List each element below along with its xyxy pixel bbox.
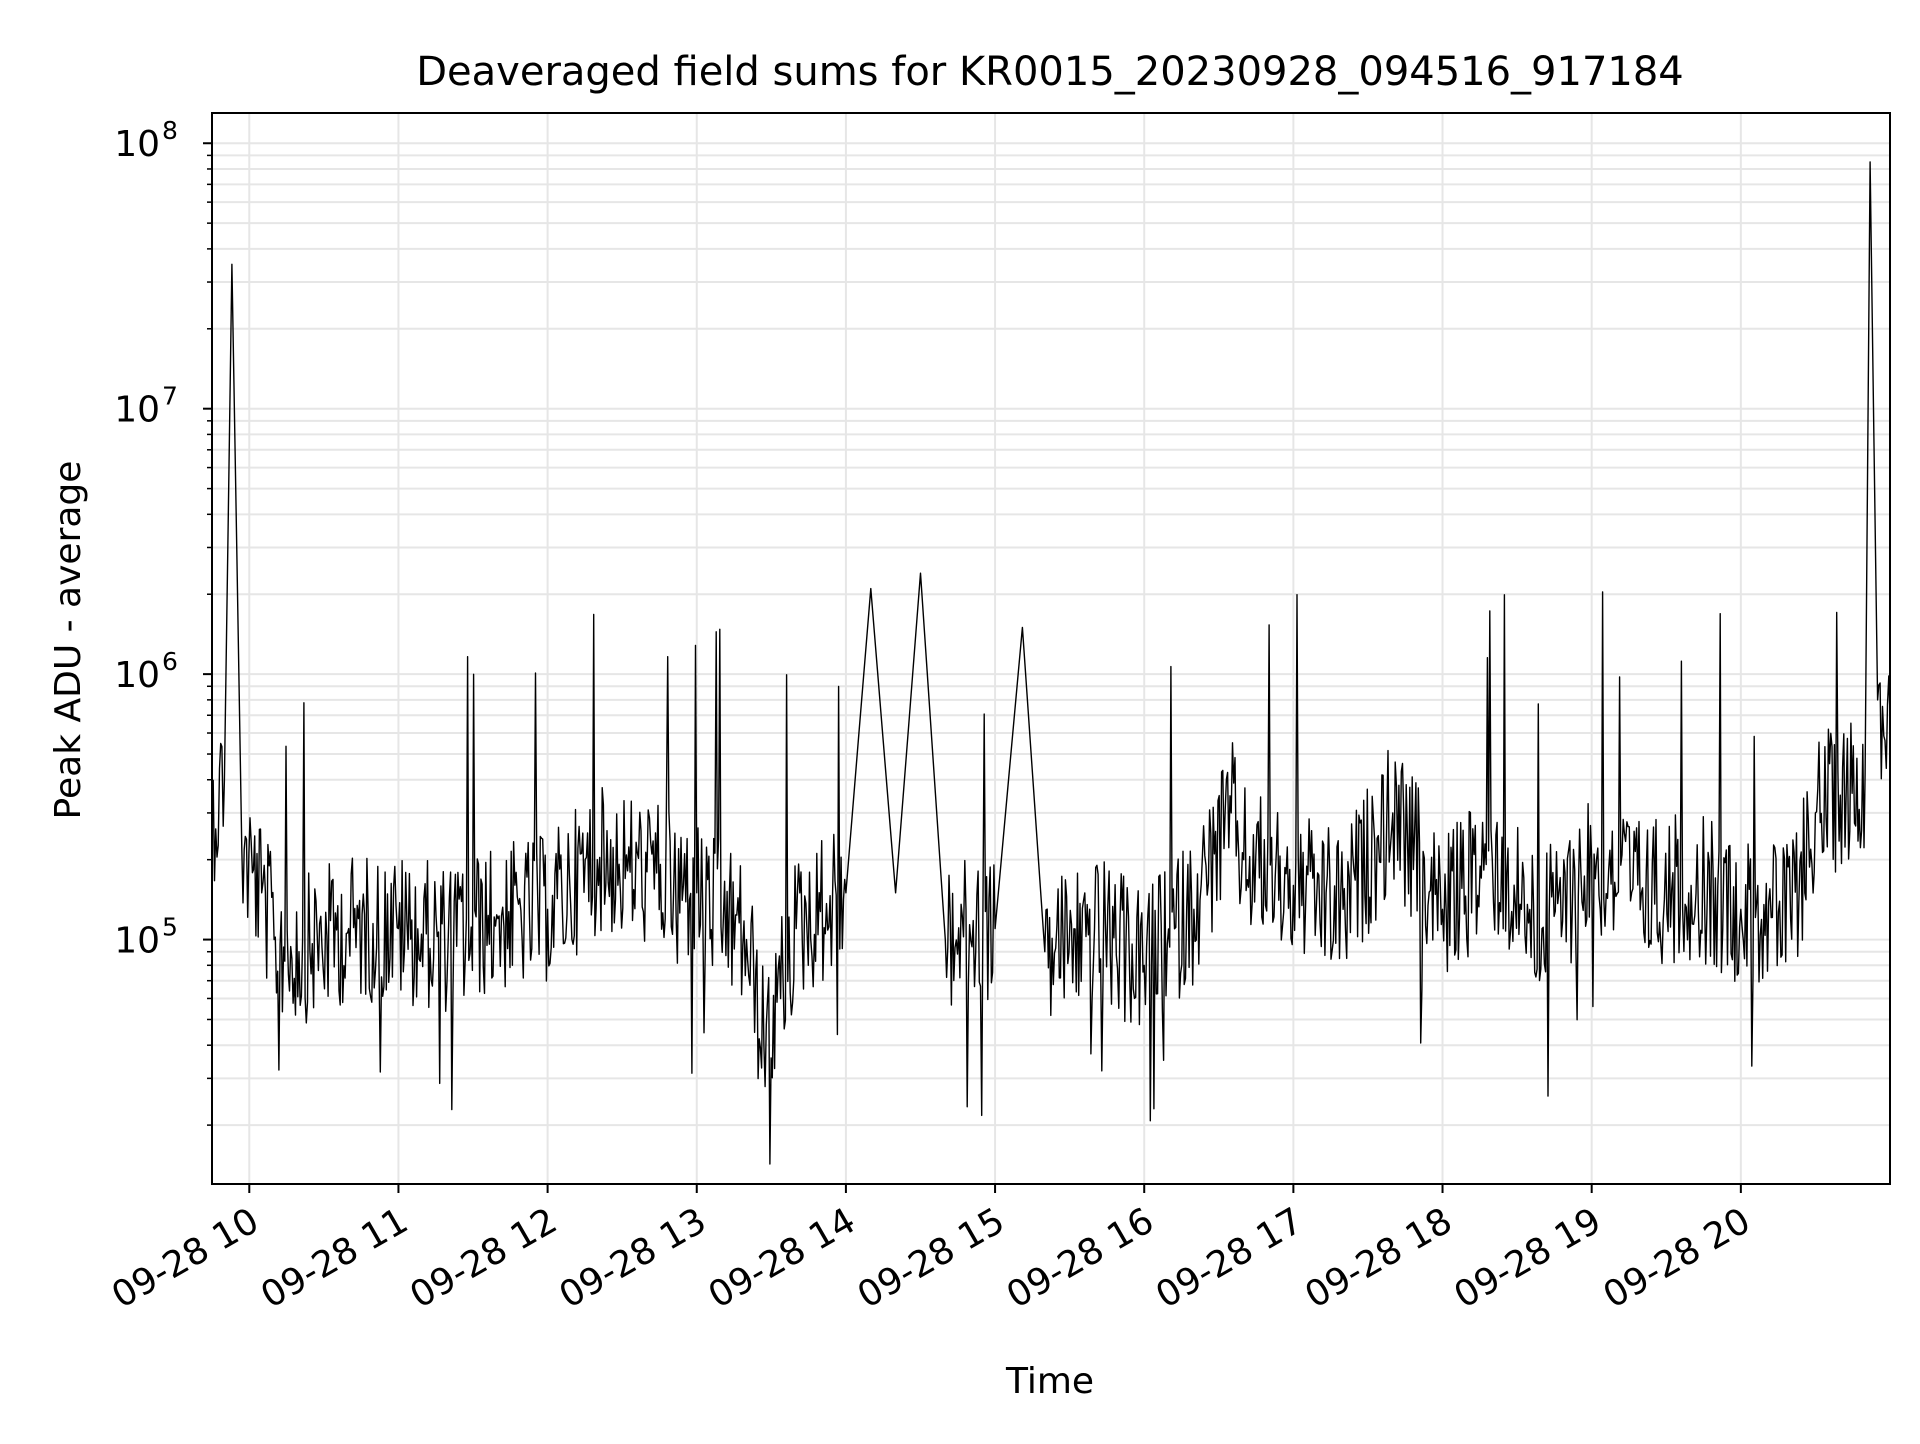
y-tick-exponent: 5 xyxy=(162,913,178,942)
x-tick-label: 09-28 15 xyxy=(851,1200,1012,1316)
x-tick-label: 09-28 11 xyxy=(254,1200,415,1316)
x-axis-label: Time xyxy=(1005,1361,1094,1402)
chart-title: Deaveraged field sums for KR0015_2023092… xyxy=(416,49,1684,95)
grid-layer xyxy=(212,113,1890,1184)
x-tick-label: 09-28 18 xyxy=(1298,1200,1459,1316)
y-tick-label: 10 xyxy=(114,124,160,165)
series-line xyxy=(211,161,1891,1165)
y-tick-label: 10 xyxy=(114,921,160,962)
y-tick-exponent: 7 xyxy=(162,382,178,411)
x-tick-label: 09-28 14 xyxy=(702,1200,863,1316)
series-layer xyxy=(211,161,1891,1165)
y-tick-exponent: 6 xyxy=(162,647,178,676)
y-tick-label: 10 xyxy=(114,655,160,696)
x-tick-label: 09-28 17 xyxy=(1149,1200,1310,1316)
y-axis-label: Peak ADU - average xyxy=(48,461,89,820)
x-tick-label: 09-28 12 xyxy=(403,1200,564,1316)
x-tick-label: 09-28 16 xyxy=(1000,1200,1161,1316)
x-tick-label: 09-28 20 xyxy=(1597,1200,1758,1316)
y-tick-label: 10 xyxy=(114,390,160,431)
y-tick-exponent: 8 xyxy=(162,116,178,145)
x-tick-label: 09-28 19 xyxy=(1448,1200,1609,1316)
x-tick-label: 09-28 10 xyxy=(105,1200,266,1316)
plot-area-frame xyxy=(211,112,1891,1185)
x-tick-label: 09-28 13 xyxy=(553,1200,714,1316)
